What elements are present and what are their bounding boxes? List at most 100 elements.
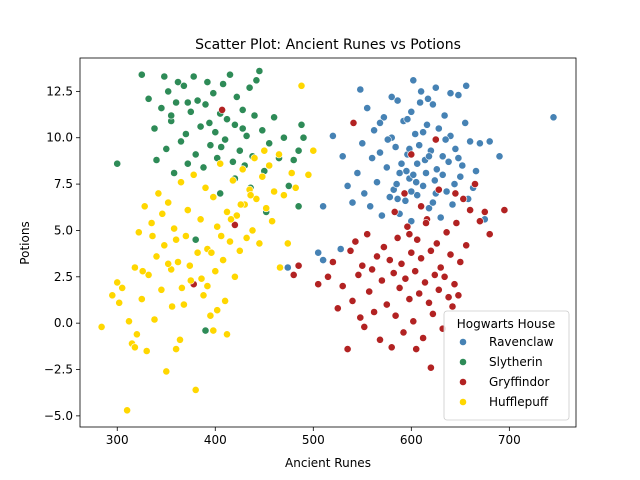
point-slytherin-47 [265, 139, 274, 148]
point-gryffindor-42 [425, 298, 433, 307]
point-ravenclaw-4 [353, 169, 362, 177]
point-slytherin-4 [157, 104, 166, 112]
point-slytherin-14 [181, 130, 190, 138]
x-tick-label-4: 700 [498, 433, 521, 447]
point-ravenclaw-59 [475, 139, 484, 148]
point-gryffindor-58 [456, 258, 465, 266]
point-hufflepuff-78 [207, 248, 216, 257]
point-hufflepuff-12 [142, 347, 151, 355]
point-gryffindor-60 [462, 241, 471, 250]
point-ravenclaw-22 [397, 159, 406, 168]
point-slytherin-50 [279, 133, 288, 142]
point-slytherin-51 [284, 181, 293, 190]
point-ravenclaw-87 [403, 115, 412, 124]
point-hufflepuff-23 [170, 224, 178, 233]
point-gryffindor-82 [405, 230, 414, 239]
y-axis: −5.0 −2.5 0.0 2.5 5.0 7.5 10.0 12.5 [44, 84, 80, 423]
point-gryffindor-64 [480, 207, 489, 216]
point-ravenclaw-76 [395, 169, 404, 177]
point-hufflepuff-1 [108, 291, 117, 300]
point-slytherin-5 [160, 72, 169, 81]
legend-title: Hogwarts House [457, 317, 555, 331]
point-ravenclaw-52 [456, 172, 465, 181]
point-hufflepuff-86 [177, 283, 186, 292]
point-gryffindor-23 [387, 343, 396, 352]
series-hufflepuff [97, 81, 318, 415]
point-hufflepuff-70 [297, 81, 306, 90]
point-ravenclaw-7 [363, 104, 372, 112]
point-ravenclaw-37 [425, 204, 433, 213]
point-ravenclaw-83 [428, 198, 437, 207]
point-ravenclaw-72 [441, 135, 450, 144]
point-ravenclaw-51 [454, 91, 463, 99]
point-gryffindor-38 [417, 254, 425, 263]
point-ravenclaw-9 [368, 154, 376, 162]
point-hufflepuff-14 [147, 219, 156, 227]
point-hufflepuff-57 [252, 194, 261, 203]
point-hufflepuff-88 [213, 306, 222, 315]
point-slytherin-64 [201, 326, 210, 335]
point-slytherin-13 [179, 81, 188, 90]
point-ravenclaw-79 [438, 170, 447, 179]
point-slytherin-65 [167, 111, 176, 120]
point-slytherin-1 [144, 94, 153, 103]
point-slytherin-12 [177, 137, 185, 146]
point-gryffindor-28 [397, 259, 406, 268]
point-gryffindor-12 [360, 322, 369, 331]
point-ravenclaw-67 [392, 180, 401, 188]
point-slytherin-39 [242, 131, 251, 140]
point-hufflepuff-79 [217, 232, 226, 240]
point-ravenclaw-62 [495, 152, 504, 161]
point-gryffindor-24 [389, 269, 398, 277]
point-hufflepuff-35 [199, 291, 208, 300]
point-hufflepuff-36 [201, 183, 210, 192]
point-hufflepuff-68 [287, 169, 296, 177]
point-slytherin-20 [196, 122, 205, 131]
point-slytherin-10 [172, 98, 180, 107]
point-hufflepuff-4 [123, 406, 131, 415]
point-ravenclaw-41 [432, 165, 441, 174]
point-gryffindor-21 [382, 300, 391, 309]
point-gryffindor-78 [400, 189, 409, 198]
x-axis-label: Ancient Runes [285, 456, 371, 470]
point-gryffindor-1 [324, 272, 332, 281]
legend: Hogwarts House Ravenclaw Slytherin Gryffin… [443, 310, 570, 421]
point-ravenclaw-0 [328, 131, 337, 140]
point-ravenclaw-65 [314, 248, 323, 257]
point-gryffindor-61 [466, 206, 474, 214]
point-slytherin-11 [174, 78, 182, 86]
point-ravenclaw-75 [383, 135, 392, 144]
point-hufflepuff-21 [164, 198, 173, 207]
point-slytherin-23 [203, 78, 212, 86]
point-gryffindor-15 [368, 265, 376, 274]
point-ravenclaw-54 [461, 119, 470, 127]
legend-marker-gryffindor [459, 378, 467, 386]
point-gryffindor-2 [328, 258, 337, 266]
point-ravenclaw-77 [413, 159, 422, 168]
point-gryffindor-27 [395, 283, 404, 292]
point-gryffindor-37 [415, 289, 424, 298]
point-ravenclaw-45 [440, 111, 449, 120]
point-hufflepuff-3 [118, 283, 127, 292]
point-gryffindor-7 [348, 296, 357, 305]
point-gryffindor-44 [428, 309, 437, 318]
point-slytherin-63 [191, 235, 200, 244]
point-hufflepuff-18 [157, 285, 166, 294]
point-slytherin-33 [228, 157, 237, 166]
point-hufflepuff-91 [176, 335, 184, 344]
point-slytherin-3 [152, 156, 161, 164]
y-tick-label-3: 2.5 [54, 270, 73, 284]
legend-label-gryffindor: Gryffindor [489, 375, 550, 389]
point-slytherin-66 [183, 98, 192, 107]
y-tick-label-6: 10.0 [46, 131, 73, 145]
point-hufflepuff-8 [132, 330, 141, 339]
point-hufflepuff-74 [164, 259, 173, 268]
point-ravenclaw-13 [377, 211, 386, 220]
point-ravenclaw-66 [336, 245, 345, 253]
point-gryffindor-0 [314, 280, 323, 289]
point-ravenclaw-16 [385, 193, 394, 201]
point-hufflepuff-85 [138, 267, 147, 276]
point-hufflepuff-60 [260, 146, 269, 155]
series-gryffindor [189, 106, 509, 372]
point-gryffindor-62 [471, 180, 479, 188]
